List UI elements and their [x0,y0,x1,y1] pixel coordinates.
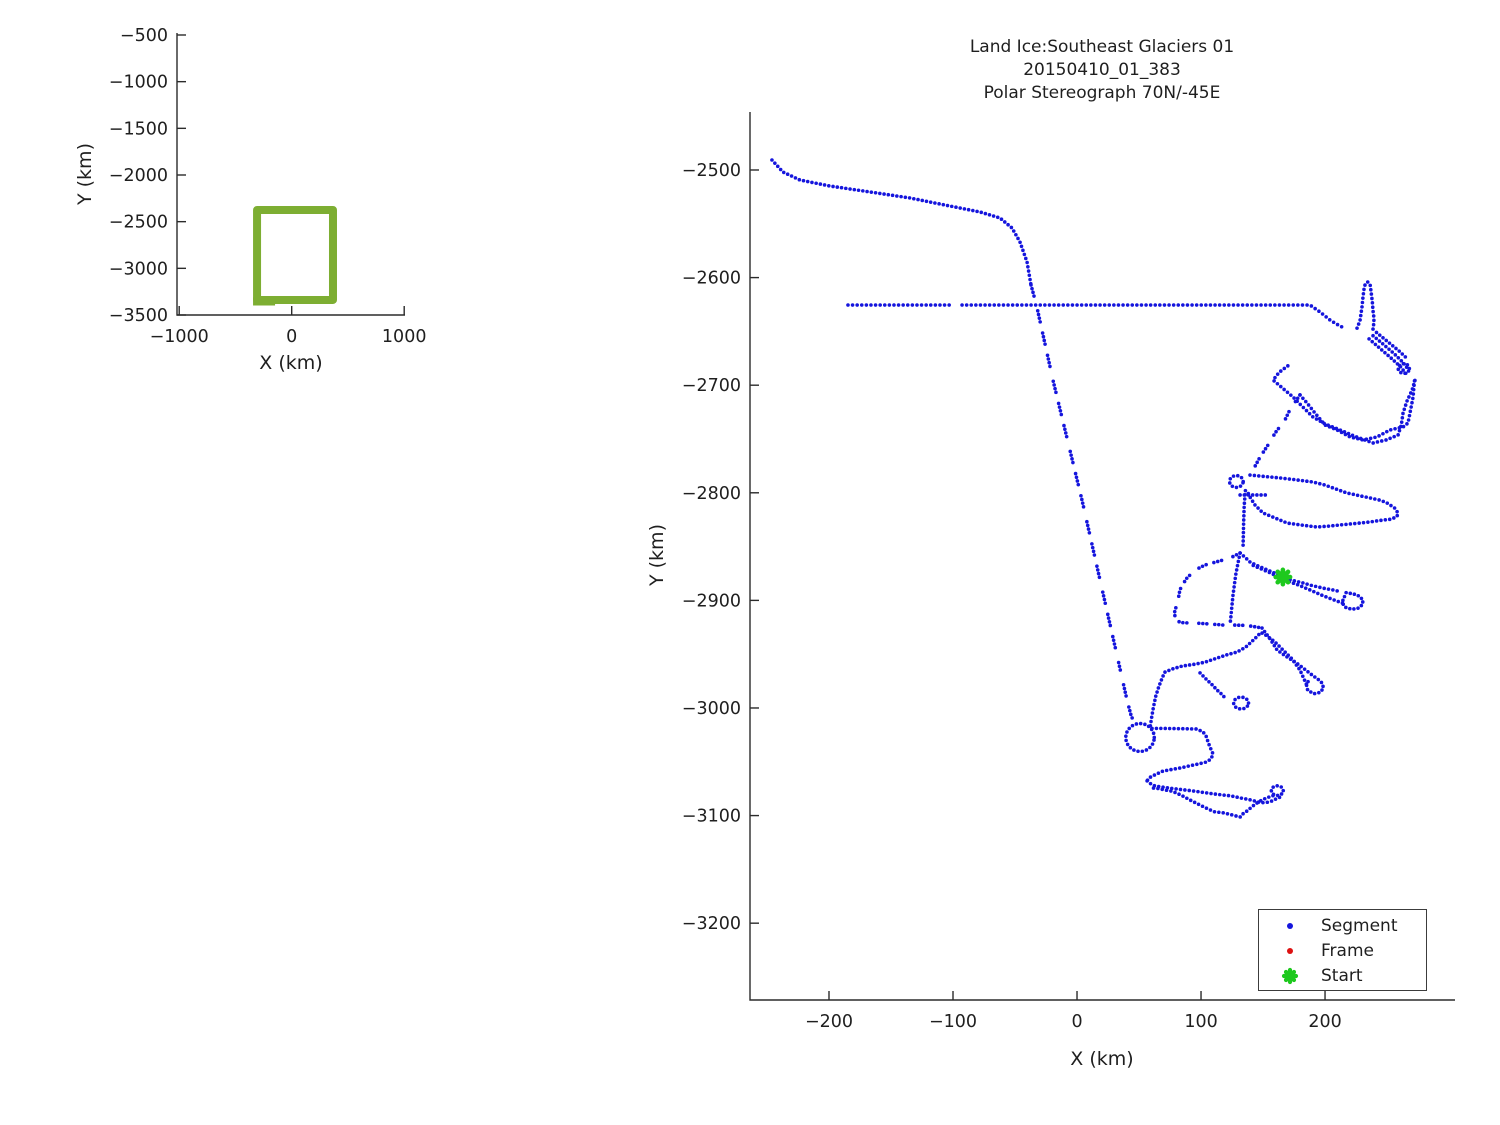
y-tick-label: −2000 [109,166,168,186]
x-tick-label: −100 [929,1012,977,1032]
inset-plot-axes: −1000 0 1000 −500 −1000 −1500 −2000 −2500 −3000 −… [109,26,427,347]
y-tick-label: −3500 [109,306,168,326]
x-tick-label: 0 [1071,1012,1082,1032]
y-tick-label: −2900 [682,591,741,611]
legend-label-start: Start [1321,965,1363,986]
legend-label-segment: Segment [1321,915,1398,936]
y-tick-label: −1500 [109,119,168,139]
legend-item-start[interactable]: Start [1259,963,1426,988]
legend-item-segment[interactable]: Segment [1259,913,1426,938]
inset-x-axis-label: X (km) [259,352,323,374]
start-marker [1273,567,1293,587]
y-tick-label: −3200 [682,914,741,934]
main-x-axis-label: X (km) [1070,1048,1134,1070]
segment-dot-icon [1259,922,1321,929]
x-tick-label: 0 [286,327,297,347]
y-tick-label: −2800 [682,484,741,504]
plot-title-line-1: Land Ice:Southeast Glaciers 01 [969,37,1235,57]
legend-label-frame: Frame [1321,940,1374,961]
y-tick-label: −500 [120,26,168,46]
inset-plot-spines [176,33,405,316]
legend-item-frame[interactable]: Frame [1259,938,1426,963]
inset-y-axis-label: Y (km) [74,143,96,205]
legend: Segment Frame Start [1258,909,1427,991]
y-tick-label: −3000 [682,699,741,719]
y-tick-label: −3000 [109,259,168,279]
y-tick-label: −3100 [682,807,741,827]
y-tick-label: −2500 [682,161,741,181]
plot-title-line-3: Polar Stereograph 70N/-45E [983,83,1221,103]
main-y-axis-label: Y (km) [646,524,668,586]
overview-track-rect[interactable] [253,205,337,306]
segment-track-dots[interactable] [770,158,1417,819]
x-tick-label: −1000 [150,327,209,347]
start-star-icon [1259,967,1321,985]
frame-dot-icon [1259,947,1321,954]
plot-title: Land Ice:Southeast Glaciers 01 20150410_… [702,36,1500,105]
x-tick-label: 100 [1184,1012,1217,1032]
y-tick-label: −2500 [109,213,168,233]
plot-title-line-2: 20150410_01_383 [1023,60,1181,80]
x-tick-label: 1000 [382,327,427,347]
x-tick-label: 200 [1308,1012,1341,1032]
main-plot-axes: −200 −100 0 100 200 −2500 −2600 −2700 −2800 −2900… [682,112,1455,1032]
y-tick-label: −2700 [682,376,741,396]
main-plot-spines [749,112,1455,1001]
y-tick-label: −2600 [682,269,741,289]
x-tick-label: −200 [805,1012,853,1032]
y-tick-label: −1000 [109,73,168,93]
